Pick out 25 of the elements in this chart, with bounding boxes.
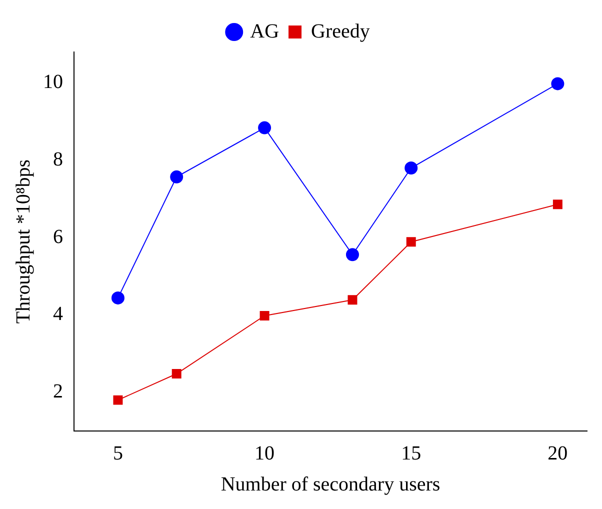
point bbox=[172, 369, 182, 379]
x-tick-label: 20 bbox=[548, 442, 568, 464]
y-axis-title: Throughput *10⁸bps bbox=[12, 159, 34, 324]
x-tick-label: 10 bbox=[254, 442, 275, 464]
x-tick-label: 15 bbox=[401, 442, 422, 464]
legend-label: Greedy bbox=[311, 20, 370, 42]
point bbox=[111, 291, 124, 304]
point bbox=[113, 395, 123, 405]
point bbox=[170, 170, 184, 184]
point bbox=[404, 162, 418, 175]
y-tick-label: 10 bbox=[43, 71, 63, 94]
point bbox=[551, 77, 564, 90]
legend-label: AG bbox=[250, 20, 280, 42]
point bbox=[348, 295, 358, 305]
y-tick-label: 8 bbox=[53, 148, 63, 171]
point bbox=[258, 121, 272, 134]
y-tick-label: 4 bbox=[53, 303, 63, 326]
y-tick-label: 2 bbox=[53, 380, 63, 403]
point bbox=[260, 311, 270, 320]
point bbox=[346, 248, 359, 262]
point bbox=[552, 200, 562, 210]
x-tick-label: 5 bbox=[112, 442, 123, 464]
x-axis-title: Number of secondary users bbox=[220, 473, 440, 496]
y-tick-label: 6 bbox=[53, 226, 63, 248]
point bbox=[406, 237, 416, 247]
